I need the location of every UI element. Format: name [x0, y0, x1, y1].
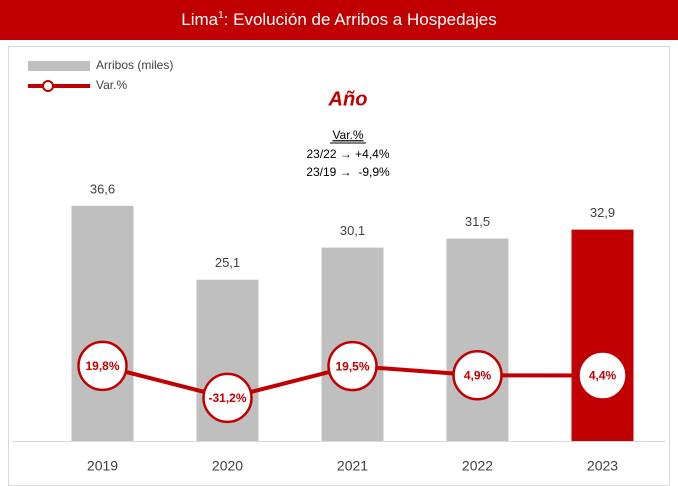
data-label: 36,6 [90, 181, 115, 196]
data-label: 30,1 [340, 223, 365, 238]
annotation: Var.% [332, 128, 363, 142]
title-part: Lima [181, 10, 218, 29]
annotation: 23/22 → +4,4% [306, 147, 389, 161]
subtitle: Año [328, 88, 368, 110]
header-bar [0, 0, 678, 40]
bar [571, 229, 634, 441]
legend-label: Arribos (miles) [96, 58, 173, 72]
line-marker [327, 340, 378, 392]
x-tick-label: 2019 [87, 458, 118, 474]
data-label: -31,2% [208, 391, 246, 405]
data-label: 4,9% [464, 368, 492, 382]
data-label: 31,5 [465, 214, 490, 229]
chart-title: Lima1: Evolución de Arribos a Hospedajes [181, 10, 497, 29]
legend-label: Var.% [96, 78, 127, 92]
data-label: 4,4% [589, 369, 617, 383]
bar [446, 238, 509, 441]
line-marker [202, 372, 253, 424]
title-part: : Evolución de Arribos a Hospedajes [224, 10, 497, 29]
legend-swatch [28, 61, 90, 71]
data-label: 19,8% [85, 359, 119, 373]
x-tick-label: 2022 [462, 458, 493, 474]
data-label: 19,5% [335, 359, 369, 373]
line-marker [577, 350, 628, 401]
line-marker [77, 340, 128, 392]
title-superscript: 1 [218, 10, 224, 21]
x-tick-label: 2021 [337, 458, 368, 474]
data-label: 25,1 [215, 255, 240, 270]
annotation: 23/19 → -9,9% [306, 165, 390, 179]
line-marker [452, 349, 503, 401]
x-tick-label: 2020 [212, 458, 243, 474]
bar [71, 205, 134, 441]
x-tick-label: 2023 [587, 458, 618, 474]
legend-marker [42, 80, 54, 92]
data-label: 32,9 [590, 205, 615, 220]
